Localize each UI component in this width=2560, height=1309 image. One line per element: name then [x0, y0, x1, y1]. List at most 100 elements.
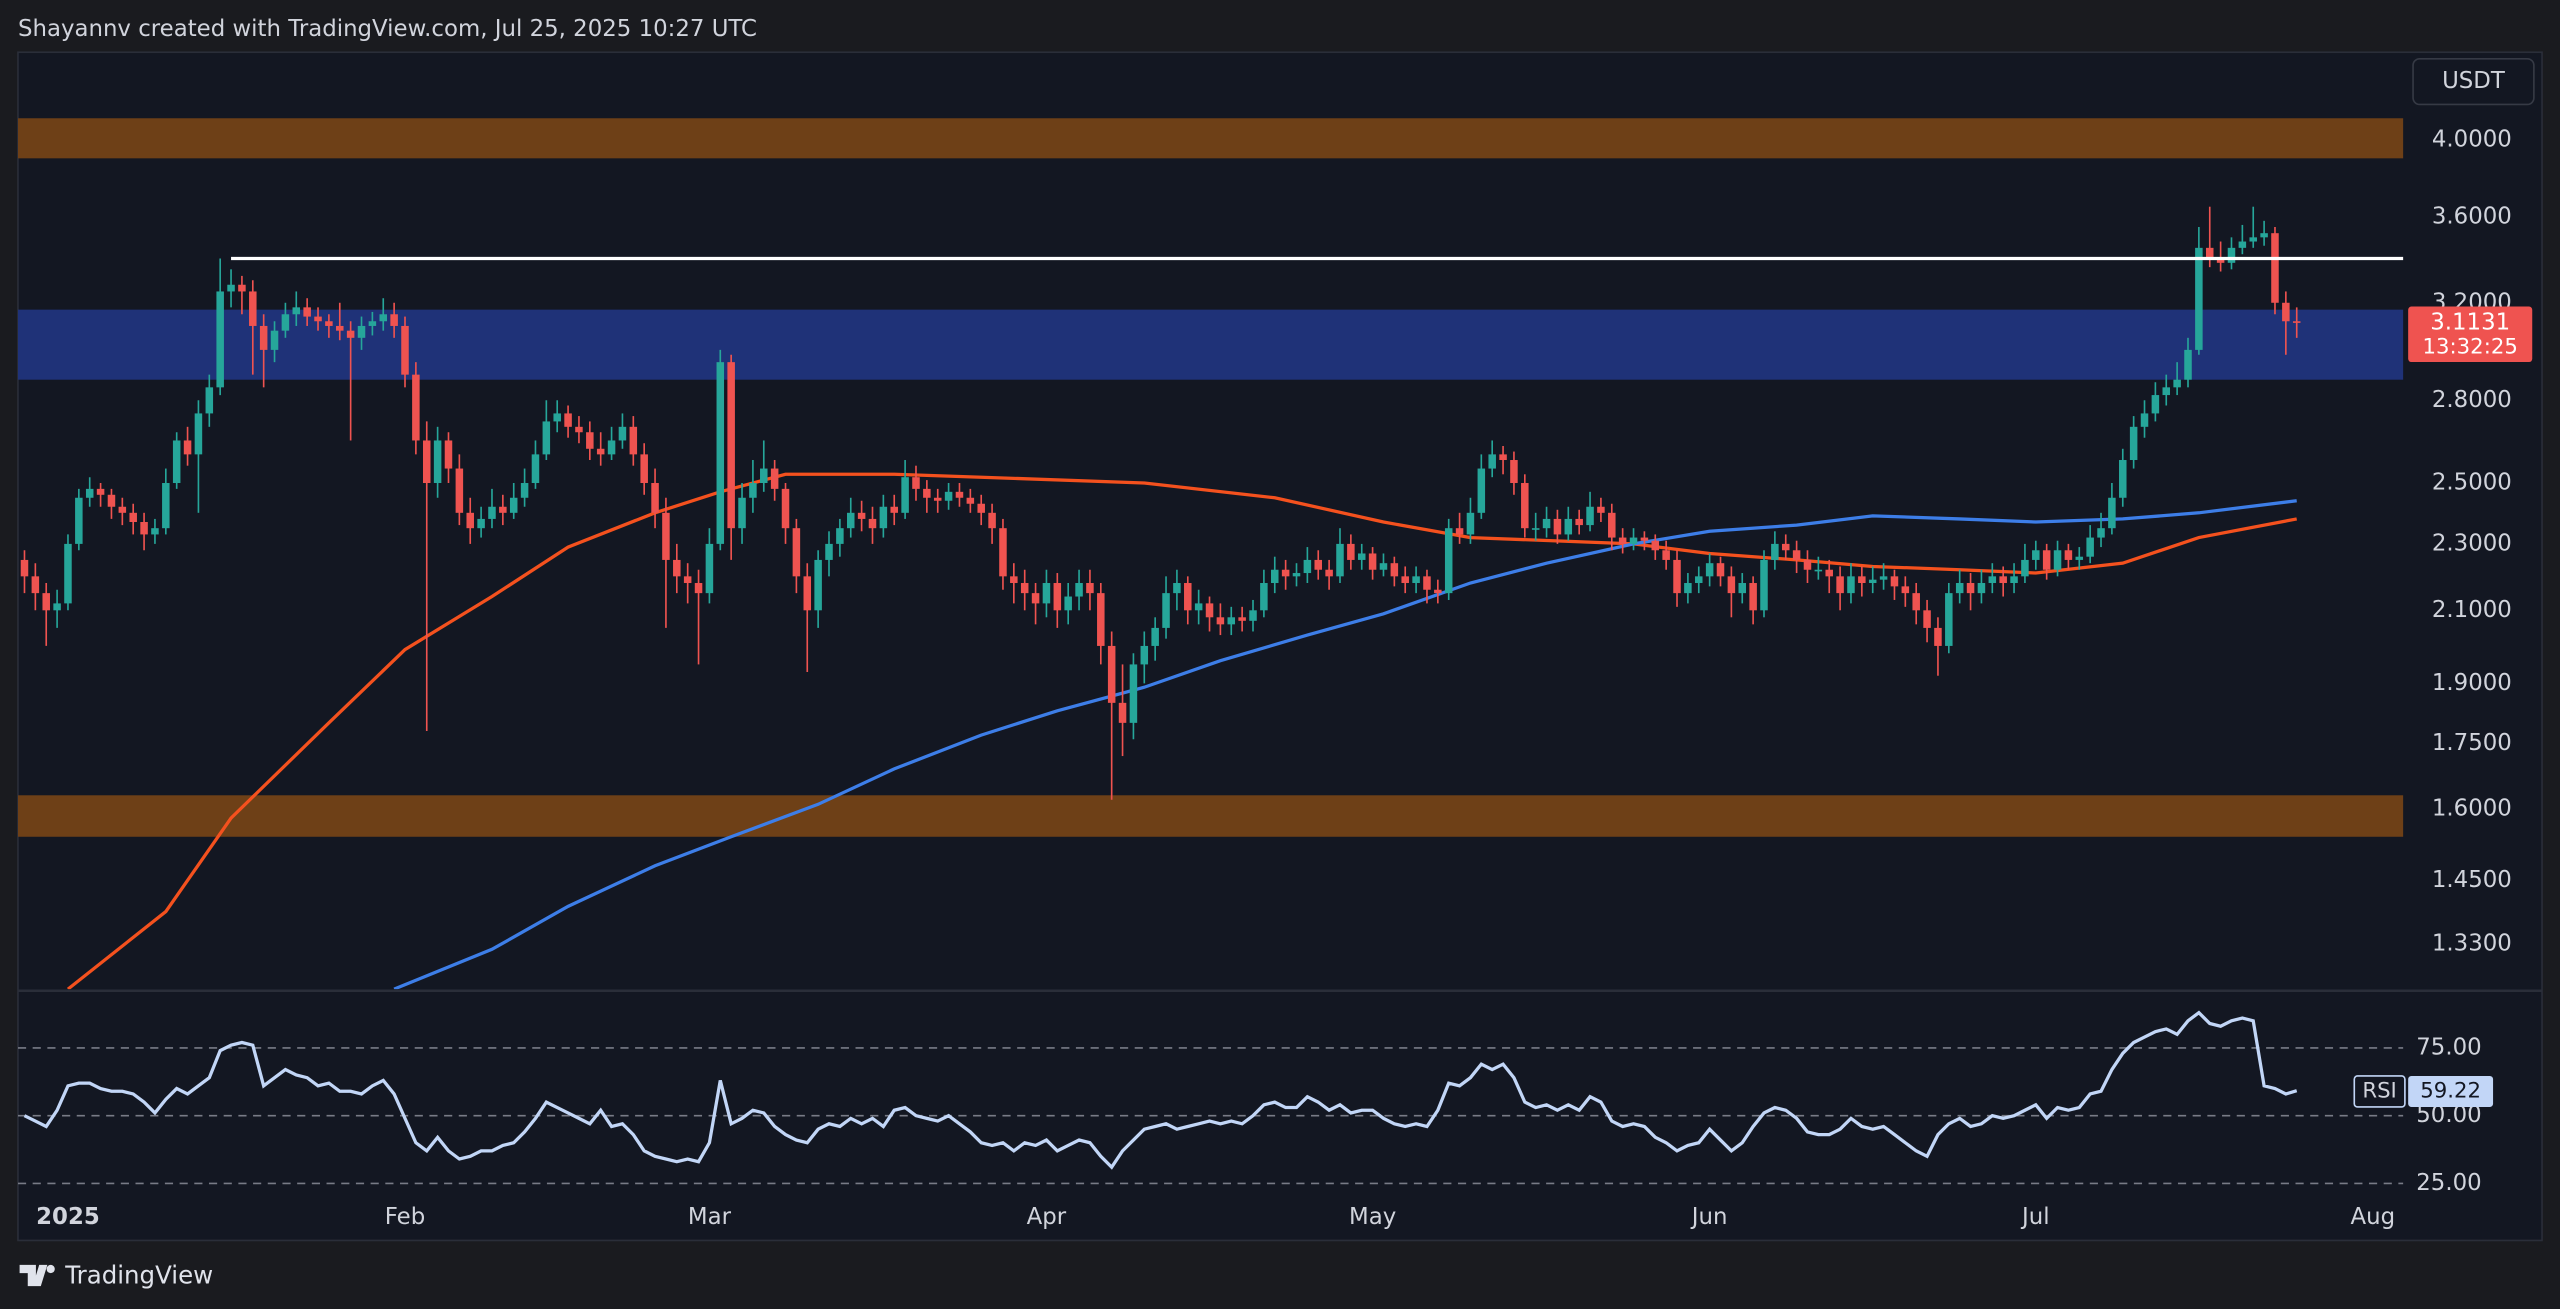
candle-body [1847, 576, 1855, 594]
candle-body [683, 576, 692, 584]
candle-body [1292, 573, 1301, 577]
candle-body [705, 543, 714, 594]
candle-body [814, 559, 822, 611]
candle-body [1357, 553, 1366, 560]
rsi-value-box [2408, 1075, 2494, 1107]
candle-body [2119, 460, 2127, 498]
candle-body [1836, 576, 1844, 594]
x-tick-label: 2025 [36, 1204, 100, 1230]
candle-body [1086, 583, 1094, 594]
candle-body [749, 483, 757, 498]
x-tick-label: Mar [688, 1204, 732, 1230]
candle-body [1521, 483, 1529, 529]
candle-body [1249, 610, 1257, 621]
candle-body [629, 426, 638, 455]
candle-body [379, 314, 388, 322]
candle-body [933, 497, 942, 501]
candle-body [1162, 593, 1170, 628]
candle-body [2260, 233, 2268, 238]
rsi-line [23, 1010, 2298, 1170]
candle-body [444, 440, 453, 469]
candle-body [357, 325, 366, 338]
candle-body [238, 284, 246, 292]
candle-body [140, 521, 148, 535]
candle-body [1977, 583, 1986, 594]
y-tick-label: 3.6000 [2432, 203, 2512, 229]
candle-body [368, 321, 377, 326]
candle-body [1858, 576, 1866, 584]
candle-body [75, 497, 83, 544]
candle-body [857, 512, 866, 519]
candle-body [1510, 460, 1518, 484]
candle-body [1118, 702, 1127, 723]
candle-body [2129, 426, 2138, 461]
candle-body [1771, 543, 1779, 560]
axes: 4.00003.60003.20002.80002.50002.30002.10… [36, 126, 2533, 1230]
candle-body [1575, 518, 1583, 526]
y-tick-label: 4.0000 [2432, 126, 2512, 152]
candle-body [1792, 550, 1801, 560]
candle-body [53, 603, 61, 611]
candle-body [1434, 589, 1442, 594]
candle-body [1705, 563, 1714, 577]
candle-body [412, 374, 420, 441]
candle-body [1140, 645, 1149, 665]
candle-body [662, 512, 670, 560]
candle-body [1945, 593, 1953, 646]
y-tick-label: 1.9000 [2432, 670, 2512, 696]
currency: USDT [2442, 68, 2506, 94]
candle-body [1934, 627, 1942, 646]
candle-body [455, 468, 464, 513]
moving-average-line [393, 499, 2297, 990]
candle-body [1781, 543, 1790, 551]
x-tick-label: Jun [1690, 1204, 1728, 1230]
candle-body [1966, 583, 1975, 594]
candle-body [1238, 617, 1246, 621]
candle-body [1586, 506, 1594, 526]
candle-body [2282, 302, 2290, 322]
candle-body [2162, 387, 2171, 396]
candle-body [2010, 576, 2018, 584]
rsi-pane [17, 1010, 2404, 1185]
y-tick-label: 2.5000 [2432, 470, 2512, 496]
candle-body [303, 307, 311, 317]
candle-body [1814, 569, 1823, 572]
candle-body [1173, 583, 1181, 594]
candle-body [531, 454, 540, 484]
candle-body [281, 314, 290, 331]
candle-body [1107, 645, 1116, 703]
candle-body [2151, 395, 2160, 414]
candle-body [2075, 556, 2084, 560]
candle-body [2249, 237, 2257, 242]
candle-body [564, 413, 572, 427]
candle-body [1651, 540, 1660, 551]
candle-body [770, 468, 779, 489]
candle-body [1053, 583, 1062, 611]
rsi-name: RSI [2362, 1078, 2396, 1103]
candle-body [433, 440, 442, 484]
candle-body [1151, 627, 1159, 646]
candle-body [1879, 576, 1888, 580]
candle-body [716, 362, 725, 544]
candle-body [477, 518, 485, 529]
candle-body [2086, 537, 2094, 557]
candle-body [1184, 583, 1192, 611]
candle-body [944, 491, 953, 501]
chart-area [17, 51, 2543, 1242]
zones [17, 118, 2404, 837]
candle-body [259, 325, 268, 350]
candle-body [488, 506, 496, 519]
candle-body [1618, 537, 1627, 544]
candle-body [270, 330, 279, 350]
candle-body [2042, 550, 2051, 570]
candle-body [596, 448, 605, 455]
x-tick-label: May [1349, 1204, 1396, 1230]
candle-body [640, 454, 648, 484]
candle-body [1194, 603, 1203, 611]
candle-body [1347, 543, 1355, 560]
candle-body [1336, 543, 1344, 577]
currency-box[interactable] [2412, 57, 2535, 106]
candle-body [20, 559, 29, 577]
candle-body [651, 483, 659, 513]
candle-body [2108, 497, 2116, 529]
